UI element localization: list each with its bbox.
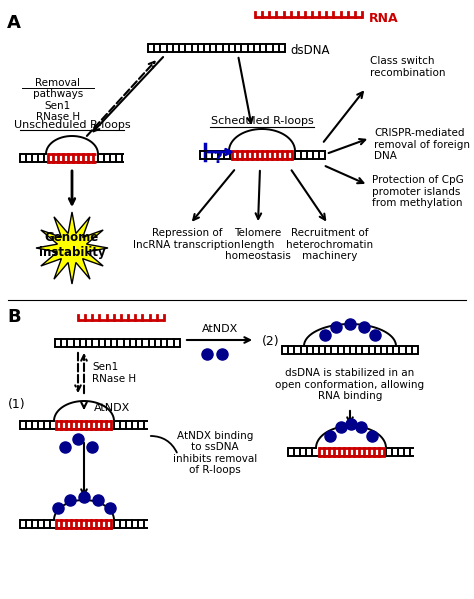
Text: Protection of CpG
promoter islands
from methylation: Protection of CpG promoter islands from … (372, 175, 464, 208)
Text: AtNDX: AtNDX (94, 403, 130, 413)
Text: CRISPR-mediated
removal of foreign
DNA: CRISPR-mediated removal of foreign DNA (374, 128, 470, 161)
Text: Sen1: Sen1 (45, 101, 71, 111)
Text: Class switch
recombination: Class switch recombination (370, 56, 446, 78)
Text: B: B (7, 308, 21, 326)
Text: Repression of
lncRNA transcription: Repression of lncRNA transcription (133, 228, 241, 250)
Text: RNase H: RNase H (36, 112, 80, 122)
Text: AtNDX: AtNDX (202, 324, 238, 334)
Text: Telomere
length
homeostasis: Telomere length homeostasis (225, 228, 291, 261)
Text: (1): (1) (8, 398, 26, 411)
Text: dsDNA: dsDNA (290, 44, 329, 56)
Text: Unscheduled R-loops: Unscheduled R-loops (14, 120, 130, 130)
Text: Genome
instability: Genome instability (39, 231, 105, 259)
Text: Removal: Removal (36, 78, 81, 88)
Polygon shape (36, 212, 108, 284)
Text: ?: ? (214, 151, 222, 166)
Text: pathways: pathways (33, 89, 83, 99)
Text: AtNDX binding
to ssDNA
inhibits removal
of R-loops: AtNDX binding to ssDNA inhibits removal … (173, 431, 257, 476)
Text: Recruitment of
heterochromatin
machinery: Recruitment of heterochromatin machinery (286, 228, 374, 261)
Text: A: A (7, 14, 21, 32)
Text: (2): (2) (262, 335, 280, 348)
Text: Sen1
RNase H: Sen1 RNase H (92, 362, 136, 384)
Text: RNA: RNA (369, 11, 399, 25)
Text: dsDNA is stabilized in an
open conformation, allowing
RNA binding: dsDNA is stabilized in an open conformat… (275, 368, 425, 401)
Text: Scheduled R-loops: Scheduled R-loops (210, 116, 313, 126)
